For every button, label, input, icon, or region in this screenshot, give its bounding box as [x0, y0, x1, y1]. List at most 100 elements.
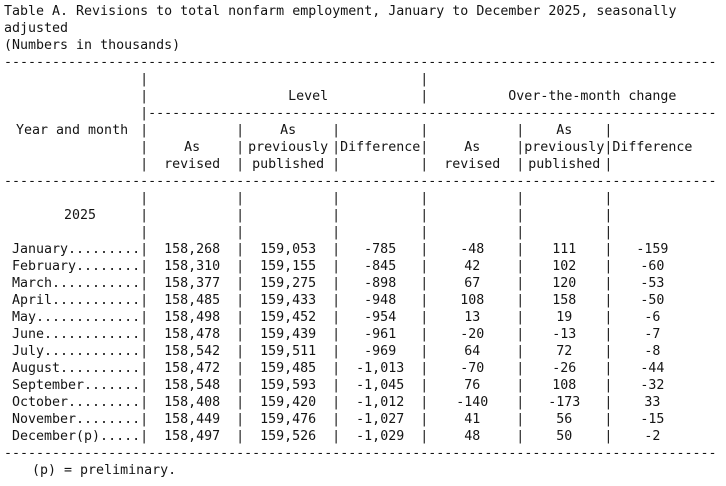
column-separator: |: [140, 89, 149, 104]
column-separator: |: [604, 276, 613, 291]
column-separator: |: [236, 412, 245, 427]
column-separator: |: [420, 89, 429, 104]
column-separator: |: [140, 395, 149, 410]
cell-empty: [428, 71, 726, 88]
cell-otm-as-previously-published: -13: [552, 327, 577, 342]
column-separator: |: [516, 276, 525, 291]
column-separator: |: [140, 361, 149, 376]
cell-otm-difference: -7: [644, 327, 661, 342]
table-row-february: February........ | 158,310 | 159,155 | -845 | 42…: [4, 258, 726, 275]
cell-month-label: August..........: [12, 361, 141, 376]
table-row-december: December(p)..... | 158,497 | 159,526 | -1,029 |…: [4, 428, 726, 445]
column-separator: |: [516, 395, 525, 410]
column-header-row-3: | revised | published | | revised | published |: [4, 156, 726, 173]
column-header-row-1: Year and month | | As | | | As |: [4, 122, 726, 139]
column-separator: |: [332, 344, 341, 359]
column-separator: |: [332, 191, 341, 206]
column-separator: |: [332, 242, 341, 257]
cell-otm-as-revised: 76: [464, 378, 481, 393]
column-separator: |: [604, 327, 613, 342]
header-otm-difference-line3: [612, 156, 692, 173]
header-level-as-revised-line1: [148, 122, 236, 139]
cell-otm-as-revised: 48: [464, 429, 481, 444]
column-separator: |: [236, 242, 245, 257]
column-separator: |: [516, 123, 525, 138]
cell-month-label: September.......: [12, 378, 141, 393]
cell-empty: [244, 224, 332, 241]
column-separator: |: [236, 429, 245, 444]
column-separator: |: [516, 361, 525, 376]
cell-otm-difference: -15: [640, 412, 665, 427]
cell-empty: [244, 207, 332, 224]
column-separator: |: [140, 208, 149, 223]
horizontal-rule-top: ----------------------------------------…: [4, 55, 717, 70]
cell-month-label: October.........: [12, 395, 141, 410]
column-separator: |: [516, 242, 525, 257]
column-separator: |: [140, 412, 149, 427]
cell-otm-difference: -159: [636, 242, 669, 257]
header-level-previously-published-line1: As: [280, 123, 297, 138]
cell-level-difference: -845: [364, 259, 397, 274]
column-separator: |: [420, 157, 429, 172]
column-separator: |: [332, 378, 341, 393]
column-separator: |: [420, 208, 429, 223]
column-separator: |: [236, 208, 245, 223]
column-separator: |: [140, 327, 149, 342]
table-title-line-2: adjusted: [4, 21, 69, 36]
header-level-difference-line2: Difference: [340, 140, 421, 155]
column-separator: |: [236, 327, 245, 342]
column-separator: |: [420, 429, 429, 444]
cell-otm-difference: -32: [640, 378, 665, 393]
cell-empty: [340, 190, 420, 207]
cell-otm-difference: -60: [640, 259, 665, 274]
cell-level-as-revised: 158,449: [164, 412, 221, 427]
cell-level-difference: -969: [364, 344, 397, 359]
cell-level-difference: -954: [364, 310, 397, 325]
header-level-as-revised-line2: As: [184, 140, 201, 155]
header-otm-previously-published-line1: As: [556, 123, 573, 138]
cell-empty: [340, 224, 420, 241]
column-separator: |: [140, 225, 149, 240]
column-separator: |: [420, 293, 429, 308]
cell-month-label: March...........: [12, 276, 141, 291]
cell-otm-as-revised: -140: [456, 395, 489, 410]
column-separator: |: [332, 140, 341, 155]
column-separator: |: [236, 259, 245, 274]
cell-level-difference: -785: [364, 242, 397, 257]
column-separator: |: [332, 310, 341, 325]
column-separator: |: [236, 276, 245, 291]
group-subrule-row: | ---------------------------------------…: [4, 105, 726, 122]
cell-empty: [4, 139, 140, 156]
cell-otm-as-previously-published: 72: [556, 344, 573, 359]
cell-otm-as-revised: 13: [464, 310, 481, 325]
cell-level-difference: -1,012: [356, 395, 405, 410]
cell-otm-as-revised: -70: [460, 361, 485, 376]
table-row-april: April........... | 158,485 | 159,433 | -948 | 10…: [4, 292, 726, 309]
column-separator: |: [236, 225, 245, 240]
cell-level-as-previously-published: 159,485: [260, 361, 317, 376]
spacer-row: | | | | | |: [4, 190, 726, 207]
cell-empty: [4, 190, 140, 207]
cell-level-as-revised: 158,377: [164, 276, 221, 291]
cell-otm-difference: -2: [644, 429, 661, 444]
cell-level-as-previously-published: 159,476: [260, 412, 317, 427]
column-separator: |: [604, 140, 613, 155]
table-subtitle: (Numbers in thousands): [4, 38, 181, 53]
cell-level-difference: -948: [364, 293, 397, 308]
column-separator: |: [604, 344, 613, 359]
cell-otm-as-previously-published: 108: [552, 378, 577, 393]
column-separator: |: [140, 157, 149, 172]
horizontal-rule-bottom: ----------------------------------------…: [4, 446, 717, 461]
column-separator: |: [604, 157, 613, 172]
cell-level-as-revised: 158,268: [164, 242, 221, 257]
column-header-row-2: | As | previously | Difference | As | previously |…: [4, 139, 726, 156]
column-separator: |: [420, 140, 429, 155]
column-separator: |: [332, 259, 341, 274]
table-row-may: May............. | 158,498 | 159,452 | -954 | 13…: [4, 309, 726, 326]
column-separator: |: [420, 259, 429, 274]
cell-empty: [428, 190, 516, 207]
cell-otm-difference: -6: [644, 310, 661, 325]
cell-level-as-revised: 158,472: [164, 361, 221, 376]
header-level-previously-published-line2: previously: [248, 140, 329, 155]
column-separator: |: [420, 327, 429, 342]
